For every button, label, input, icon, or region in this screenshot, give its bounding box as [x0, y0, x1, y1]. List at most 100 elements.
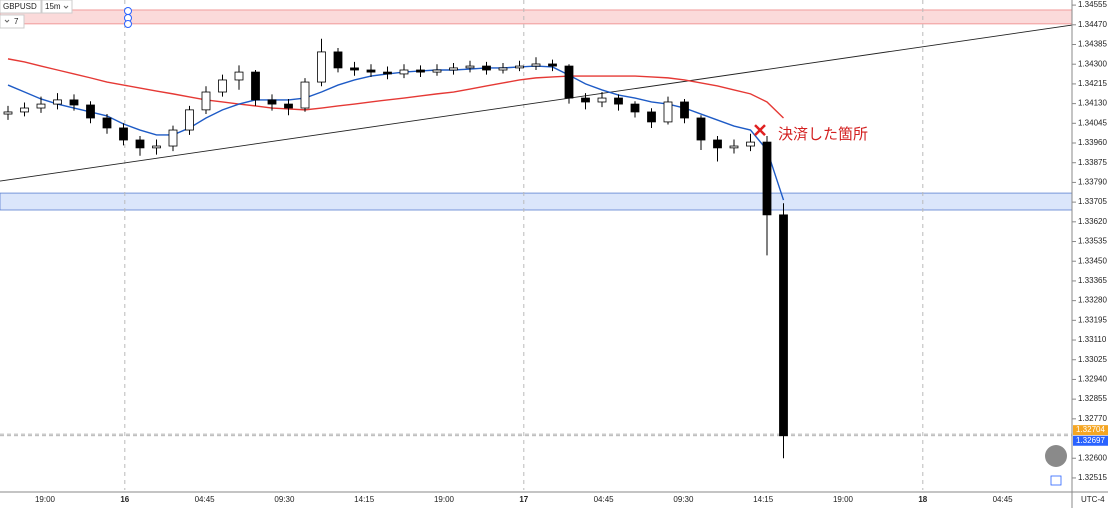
indicator-frame	[0, 14, 25, 29]
candle-body	[383, 71, 392, 75]
candle-body	[333, 51, 343, 69]
y-tick-label: 1.33875	[1078, 158, 1107, 167]
candle-body	[218, 79, 227, 93]
candle-body	[663, 101, 673, 123]
interval-frame	[41, 0, 73, 14]
scroll-button[interactable]	[1045, 445, 1067, 467]
symbol-box[interactable]: GBPUSD	[0, 0, 42, 14]
candle-body	[515, 65, 524, 69]
candle-body	[185, 109, 194, 131]
interval-box[interactable]: 15m	[41, 0, 73, 14]
y-tick-label: 1.33535	[1078, 237, 1107, 246]
y-tick-label: 1.32855	[1078, 394, 1107, 403]
x-tick-label: 04:45	[594, 495, 615, 504]
symbol: GBPUSD	[3, 2, 37, 11]
y-tick-label: 1.33450	[1078, 256, 1107, 265]
y-tick-label: 1.34215	[1078, 79, 1107, 88]
candle-body	[86, 104, 95, 119]
x-tick-label: 04:45	[993, 495, 1014, 504]
price-tag-label: 1.32704	[1076, 425, 1105, 434]
moving-average	[7, 65, 785, 201]
candle-body	[416, 69, 425, 73]
y-tick-label: 1.34470	[1078, 20, 1107, 29]
y-tick-label: 1.33620	[1078, 217, 1107, 226]
drawing-handles	[124, 7, 132, 28]
candle-body	[366, 69, 376, 73]
symbol-frame	[0, 0, 42, 14]
candle-body	[696, 117, 706, 141]
candle-body	[647, 111, 656, 123]
y-tick-label: 1.34045	[1078, 118, 1107, 127]
candle-body	[581, 97, 590, 103]
candle-body	[267, 99, 277, 105]
plot-area	[0, 0, 1073, 490]
y-tick-label: 1.33365	[1078, 276, 1107, 285]
candle-body	[201, 91, 211, 111]
candle-body	[284, 103, 293, 109]
y-tick-label: 1.34385	[1078, 40, 1107, 49]
y-tick-label: 1.32770	[1078, 414, 1107, 423]
y-tick-label: 1.33195	[1078, 315, 1107, 324]
candle-body	[20, 107, 29, 113]
annotation: 決済した箇所	[778, 126, 868, 143]
price-tag	[1073, 425, 1108, 436]
chevron	[63, 5, 69, 9]
candle-body	[234, 71, 244, 81]
x-tick-label: 19:00	[833, 495, 854, 504]
candle-body	[465, 65, 475, 69]
x-tick-label: 19:00	[35, 495, 56, 504]
candle-body	[53, 99, 62, 105]
y-tick-label: 1.32515	[1078, 473, 1107, 482]
interval: 15m	[45, 2, 61, 11]
y-tick-label: 1.33705	[1078, 197, 1107, 206]
candle-body	[69, 99, 79, 106]
candle-body	[680, 101, 689, 119]
chevron	[4, 19, 10, 23]
trendline	[0, 24, 1073, 182]
y-tick-label: 1.32940	[1078, 375, 1107, 384]
candle-body	[168, 129, 178, 147]
x-tick-label: 18	[918, 495, 927, 504]
candle-body	[498, 67, 508, 71]
indicator-count: 7	[14, 17, 19, 26]
candle-body	[399, 69, 409, 75]
fit-button[interactable]	[1050, 475, 1062, 486]
moving-average	[7, 58, 784, 119]
timezone: UTC-4	[1081, 495, 1105, 504]
candle-body	[762, 141, 772, 216]
candle-body	[746, 141, 755, 147]
candle-body	[3, 111, 13, 115]
candle-body	[317, 51, 326, 83]
candle-body	[630, 103, 640, 113]
y-tick-label: 1.34555	[1078, 0, 1107, 9]
candle-body	[135, 139, 145, 149]
y-tick-label: 1.33025	[1078, 355, 1107, 364]
x-tick-label: 14:15	[354, 495, 375, 504]
x-tick-label: 14:15	[753, 495, 774, 504]
candle-body	[614, 97, 623, 105]
candle-body	[548, 63, 557, 67]
candle-body	[300, 81, 310, 109]
candle-body	[449, 67, 458, 71]
candle-body	[251, 71, 260, 101]
candle-body	[152, 145, 161, 149]
x-tick-label: 04:45	[195, 495, 216, 504]
candle-body	[531, 63, 541, 67]
y-tick-label: 1.33960	[1078, 138, 1107, 147]
y-tick-label: 1.32600	[1078, 453, 1107, 462]
indicator-box[interactable]: 7	[0, 14, 25, 29]
zone	[0, 192, 1073, 211]
x-tick-label: 19:00	[434, 495, 455, 504]
candle-body	[779, 214, 788, 437]
exit-marker	[754, 124, 766, 136]
price-tag-label: 1.32697	[1076, 436, 1105, 445]
x-tick-label: 09:30	[274, 495, 295, 504]
candle-body	[102, 117, 112, 129]
price-tag	[1073, 435, 1108, 446]
x-tick-label: 16	[120, 495, 129, 504]
candle-body	[432, 69, 442, 73]
candle-body	[564, 65, 574, 99]
handle	[124, 20, 132, 28]
